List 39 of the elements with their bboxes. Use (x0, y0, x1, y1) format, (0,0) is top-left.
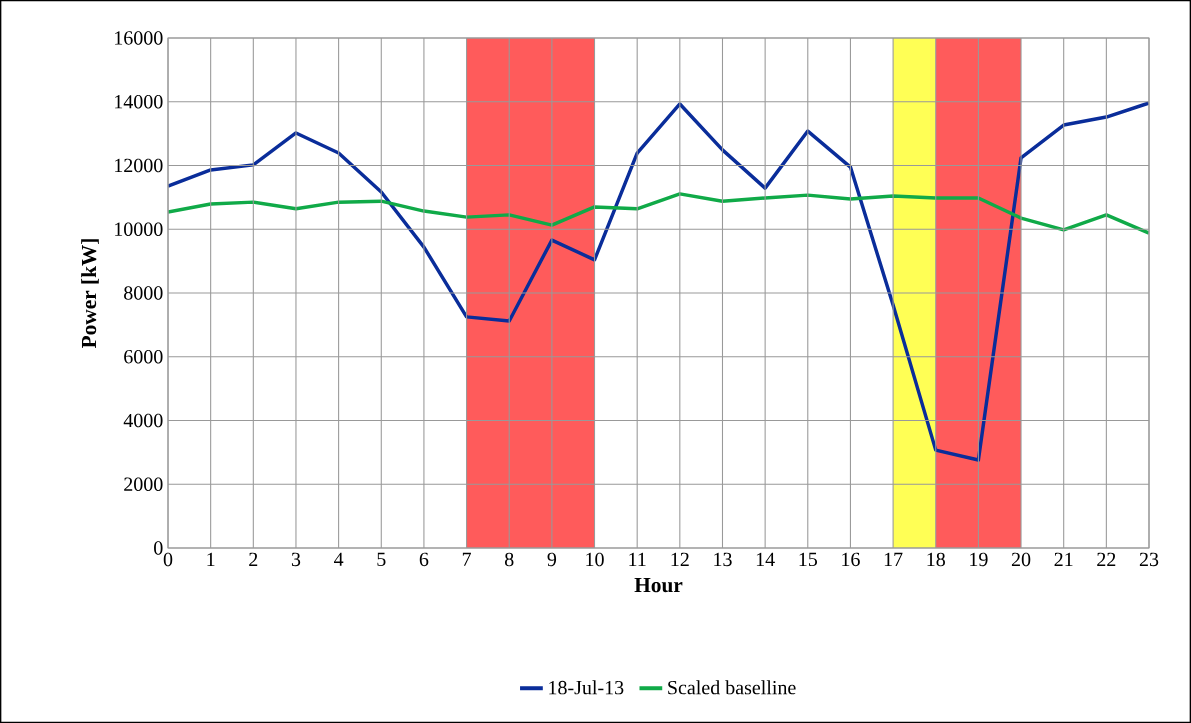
y-tick-label: 6000 (124, 349, 163, 364)
x-tick-label: 9 (547, 552, 557, 567)
y-tick-label: 0 (154, 541, 163, 555)
y-tick-label: 16000 (115, 31, 163, 45)
x-tick-label: 10 (586, 552, 604, 567)
y-tick-label: 8000 (124, 286, 163, 300)
x-tick-label: 11 (629, 552, 646, 566)
x-tick-label: 0 (163, 552, 173, 567)
x-tick-label: 17 (884, 552, 903, 566)
x-tick-label: 3 (291, 552, 301, 567)
x-tick-label: 1 (207, 552, 215, 566)
x-tick-label: 5 (377, 552, 386, 566)
x-tick-label: 18 (927, 552, 945, 567)
y-tick-label: 10000 (115, 222, 163, 236)
y-axis-title: Power [kW] (81, 239, 99, 349)
x-tick-label: 8 (504, 552, 514, 567)
x-tick-label: 23 (1139, 552, 1159, 567)
y-tick-label: 4000 (123, 413, 163, 428)
x-tick-label: 13 (714, 552, 732, 567)
x-tick-label: 22 (1097, 552, 1116, 566)
line-series (168, 101, 1150, 462)
x-tick-label: 6 (419, 552, 429, 567)
legend-label: Scaled baselline (668, 680, 796, 695)
x-tick-label: 21 (1054, 552, 1073, 566)
y-tick-label: 2000 (124, 477, 163, 491)
line-series (168, 192, 1150, 235)
x-tick-label: 12 (671, 552, 689, 566)
x-tick-label: 15 (799, 552, 818, 567)
y-tick-label: 14000 (115, 94, 163, 109)
x-tick-label: 2 (249, 552, 258, 566)
x-tick-label: 20 (1011, 552, 1031, 567)
x-tick-label: 7 (462, 552, 471, 566)
x-axis-title: Hour (634, 578, 683, 593)
x-tick-label: 14 (756, 552, 775, 566)
x-tick-label: 16 (842, 552, 860, 567)
x-tick-label: 19 (970, 552, 988, 567)
legend-label: 18-Jul-13 (549, 680, 624, 695)
x-tick-label: 4 (334, 552, 344, 566)
y-tick-label: 12000 (115, 158, 163, 173)
